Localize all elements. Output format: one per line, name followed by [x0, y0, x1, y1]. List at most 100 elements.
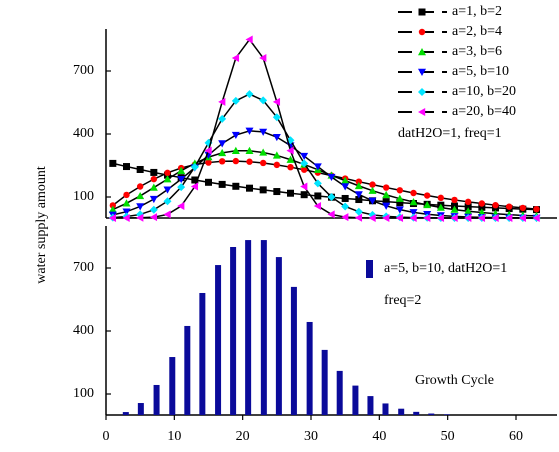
marker	[163, 186, 172, 194]
marker	[218, 180, 226, 188]
y-tick-label: 700	[73, 260, 94, 275]
marker	[382, 190, 391, 199]
legend-label: a=10, b=20	[452, 84, 516, 99]
legend-swatch	[366, 260, 373, 278]
marker	[341, 183, 350, 191]
marker	[163, 197, 172, 206]
legend-label: a=1, b=2	[452, 4, 502, 19]
marker	[491, 214, 499, 222]
marker	[450, 214, 458, 222]
marker	[382, 184, 390, 191]
y-tick-label: 100	[73, 386, 94, 401]
marker	[355, 196, 363, 204]
marker	[478, 203, 486, 211]
marker	[205, 159, 212, 166]
marker	[341, 213, 349, 222]
marker	[122, 214, 130, 222]
bar	[137, 403, 144, 415]
marker	[395, 214, 404, 222]
marker	[149, 205, 158, 214]
bar	[443, 414, 450, 415]
marker	[418, 88, 426, 96]
marker	[464, 207, 473, 215]
series-line	[112, 160, 537, 210]
x-tick-label: 50	[441, 429, 455, 444]
marker	[300, 166, 308, 173]
marker	[423, 214, 431, 222]
marker	[122, 208, 131, 216]
marker	[464, 203, 472, 211]
x-tick-label: 60	[509, 429, 523, 444]
x-tick-label: 30	[304, 429, 318, 444]
marker	[354, 213, 363, 222]
marker	[519, 204, 527, 212]
marker	[259, 53, 267, 62]
legend-label: a=2, b=4	[452, 24, 502, 39]
marker	[341, 176, 350, 184]
marker	[231, 53, 240, 62]
marker	[136, 165, 144, 173]
marker	[354, 207, 363, 216]
marker	[314, 192, 322, 200]
marker	[327, 210, 335, 219]
marker	[313, 179, 322, 188]
bar	[230, 247, 237, 415]
bar	[321, 349, 328, 415]
marker	[382, 198, 390, 206]
marker	[287, 189, 294, 197]
marker	[518, 214, 527, 222]
bar	[336, 370, 343, 415]
marker	[273, 188, 281, 196]
marker	[505, 214, 513, 222]
marker	[300, 152, 309, 161]
bar	[428, 413, 435, 415]
marker	[327, 193, 336, 201]
x-tick-label: 0	[103, 429, 110, 444]
marker	[272, 133, 281, 142]
marker	[177, 202, 185, 211]
marker	[218, 97, 226, 106]
marker	[437, 194, 445, 202]
marker	[418, 48, 426, 56]
bar	[184, 325, 191, 415]
marker	[190, 182, 199, 191]
marker	[272, 113, 281, 122]
bar	[367, 396, 374, 415]
marker	[368, 214, 376, 222]
y-tick-label: 100	[73, 189, 94, 204]
marker	[231, 131, 240, 140]
marker	[300, 191, 308, 199]
annotation: freq=2	[384, 293, 421, 308]
marker	[450, 205, 459, 213]
marker	[395, 206, 404, 214]
marker	[163, 175, 172, 183]
marker	[395, 194, 404, 202]
legend-label: a=3, b=6	[452, 44, 502, 59]
bar	[260, 240, 267, 415]
marker	[382, 202, 391, 210]
marker	[218, 158, 226, 165]
marker	[436, 203, 445, 211]
x-tick-label: 10	[167, 429, 181, 444]
marker	[231, 146, 240, 154]
marker	[149, 195, 158, 204]
marker	[287, 163, 294, 171]
marker	[464, 214, 472, 222]
bar	[382, 403, 389, 415]
x-tick-label: 40	[372, 429, 386, 444]
marker	[300, 159, 309, 168]
marker	[327, 173, 336, 182]
marker	[369, 181, 376, 188]
y-axis-label: water supply amount	[34, 166, 49, 284]
marker	[368, 197, 377, 205]
marker	[532, 214, 540, 222]
bar	[153, 384, 160, 415]
marker	[150, 168, 158, 176]
marker	[177, 183, 186, 192]
marker	[300, 182, 308, 191]
marker	[123, 191, 130, 199]
marker	[164, 169, 171, 177]
bar	[275, 257, 282, 415]
y-tick-label: 700	[73, 63, 94, 78]
